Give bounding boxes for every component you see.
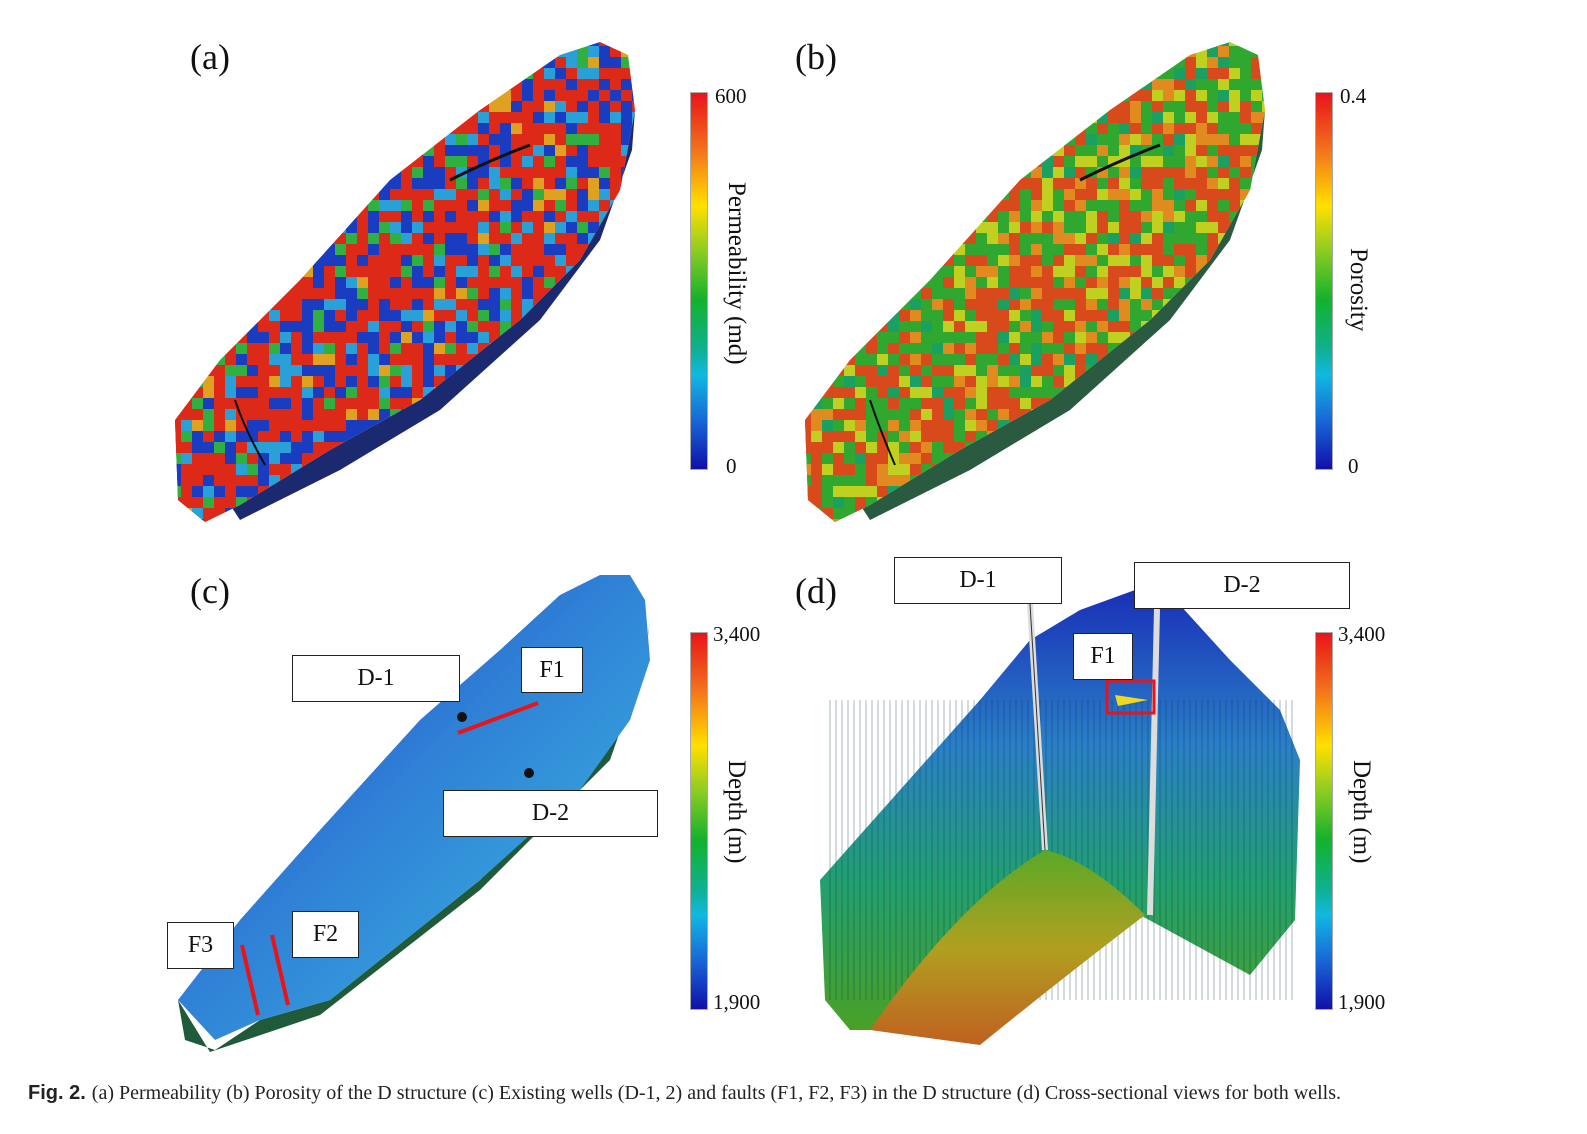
panel-label-b: (b): [795, 37, 837, 77]
panel-label-d: (d): [795, 571, 837, 611]
fault-f1-highlight: [1105, 679, 1156, 715]
depth-colorbar-c: [690, 632, 708, 1010]
colorbar-title: Permeability (md): [723, 182, 750, 365]
caption-text: (a) Permeability (b) Porosity of the D s…: [91, 1082, 1341, 1104]
panel-label-a: (a): [190, 37, 230, 77]
porosity-3d-model: [805, 42, 1265, 522]
callout-f1: F1: [1073, 633, 1133, 680]
colorbar-min: 0: [726, 454, 737, 478]
callout-f1: F1: [521, 647, 583, 693]
well-d2-marker: [524, 768, 534, 778]
well-d2-trajectory: [1147, 608, 1160, 916]
figure-caption: Fig. 2. (a) Permeability (b) Porosity of …: [28, 1082, 1341, 1105]
colorbar-max: 3,400: [713, 622, 761, 646]
callout-d2: D-2: [1134, 562, 1350, 609]
colorbar-title: Depth (m): [1348, 760, 1375, 864]
callout-d2: D-2: [443, 790, 658, 837]
callout-d1: D-1: [292, 655, 460, 702]
callout-f3: F3: [167, 922, 234, 969]
fault-f1-line: [457, 701, 539, 735]
colorbar-min: 1,900: [1338, 990, 1386, 1014]
fault-f3-line: [240, 944, 260, 1016]
callout-f2: F2: [292, 911, 359, 958]
cross-section-view: [820, 590, 1300, 1045]
colorbar-min: 1,900: [713, 990, 761, 1014]
fault-f2-line: [270, 934, 290, 1006]
colorbar-title: Depth (m): [723, 760, 750, 864]
colorbar-min: 0: [1348, 454, 1359, 478]
permeability-3d-model: [175, 42, 635, 522]
well-d1-marker: [457, 712, 467, 722]
colorbar-max: 3,400: [1338, 622, 1386, 646]
panel-label-c: (c): [190, 571, 230, 611]
callout-d1: D-1: [894, 557, 1062, 604]
porosity-colorbar: [1315, 92, 1333, 470]
caption-prefix: Fig. 2.: [28, 1082, 86, 1104]
colorbar-max: 0.4: [1340, 84, 1367, 108]
permeability-colorbar: [690, 92, 708, 470]
depth-colorbar-d: [1315, 632, 1333, 1010]
colorbar-title: Porosity: [1345, 248, 1372, 332]
colorbar-max: 600: [715, 84, 747, 108]
